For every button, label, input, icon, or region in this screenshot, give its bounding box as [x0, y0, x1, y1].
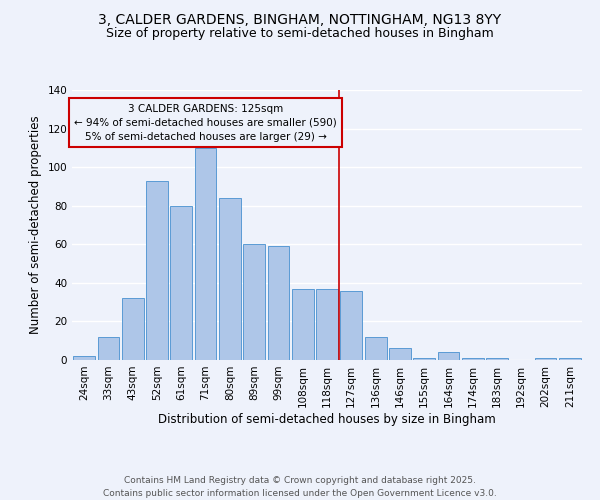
Bar: [389, 348, 411, 360]
Text: 3 CALDER GARDENS: 125sqm
← 94% of semi-detached houses are smaller (590)
5% of s: 3 CALDER GARDENS: 125sqm ← 94% of semi-d…: [74, 104, 337, 142]
Text: Size of property relative to semi-detached houses in Bingham: Size of property relative to semi-detach…: [106, 28, 494, 40]
Bar: [340, 290, 362, 360]
Bar: [437, 352, 460, 360]
Bar: [365, 337, 386, 360]
Bar: [535, 358, 556, 360]
Bar: [122, 298, 143, 360]
Bar: [292, 288, 314, 360]
Bar: [462, 358, 484, 360]
Bar: [486, 358, 508, 360]
Bar: [73, 356, 95, 360]
Bar: [219, 198, 241, 360]
Bar: [268, 246, 289, 360]
Bar: [243, 244, 265, 360]
Bar: [559, 358, 581, 360]
Bar: [146, 180, 168, 360]
Bar: [194, 148, 217, 360]
Bar: [97, 337, 119, 360]
Bar: [413, 358, 435, 360]
Bar: [170, 206, 192, 360]
Text: Contains HM Land Registry data © Crown copyright and database right 2025.
Contai: Contains HM Land Registry data © Crown c…: [103, 476, 497, 498]
Bar: [316, 288, 338, 360]
Text: 3, CALDER GARDENS, BINGHAM, NOTTINGHAM, NG13 8YY: 3, CALDER GARDENS, BINGHAM, NOTTINGHAM, …: [98, 12, 502, 26]
Y-axis label: Number of semi-detached properties: Number of semi-detached properties: [29, 116, 42, 334]
X-axis label: Distribution of semi-detached houses by size in Bingham: Distribution of semi-detached houses by …: [158, 412, 496, 426]
